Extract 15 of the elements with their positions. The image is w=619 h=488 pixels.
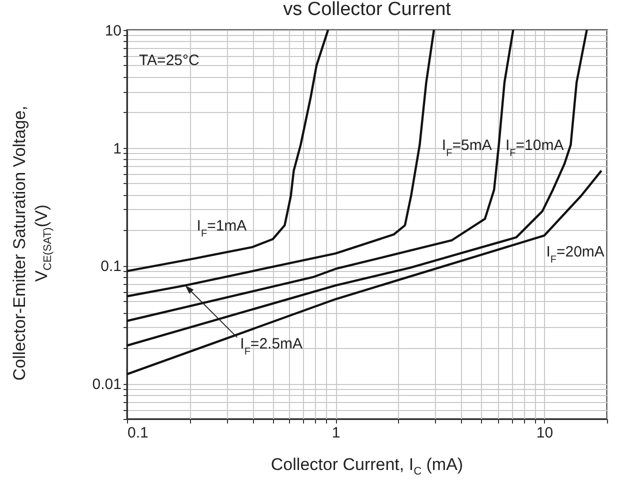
chart-title: vs Collector Current — [283, 0, 452, 20]
text: I$_{F}$=2.5mA — [240, 335, 303, 357]
y-tick-label: 10 — [104, 22, 122, 40]
annotation: TA=25°C — [139, 52, 200, 69]
y-tick-label: 0.1 — [100, 258, 122, 276]
y-tick-label: 1 — [113, 140, 122, 158]
series-label: I$_{F}$=10mA — [505, 136, 564, 158]
x-tick-label: 0.1 — [128, 424, 148, 442]
x-axis-title: Collector Current, I$_{C}$ (mA) — [270, 455, 464, 478]
x-tick-label: 1 — [332, 424, 340, 442]
x-tick-label: 10 — [536, 424, 554, 442]
series-label: I$_{F}$=5mA — [442, 136, 492, 158]
series-label: I$_{F}$=1mA — [196, 217, 247, 239]
y-tick-label: 0.01 — [92, 376, 122, 394]
series-label: I$_{F}$=20mA — [546, 244, 604, 266]
